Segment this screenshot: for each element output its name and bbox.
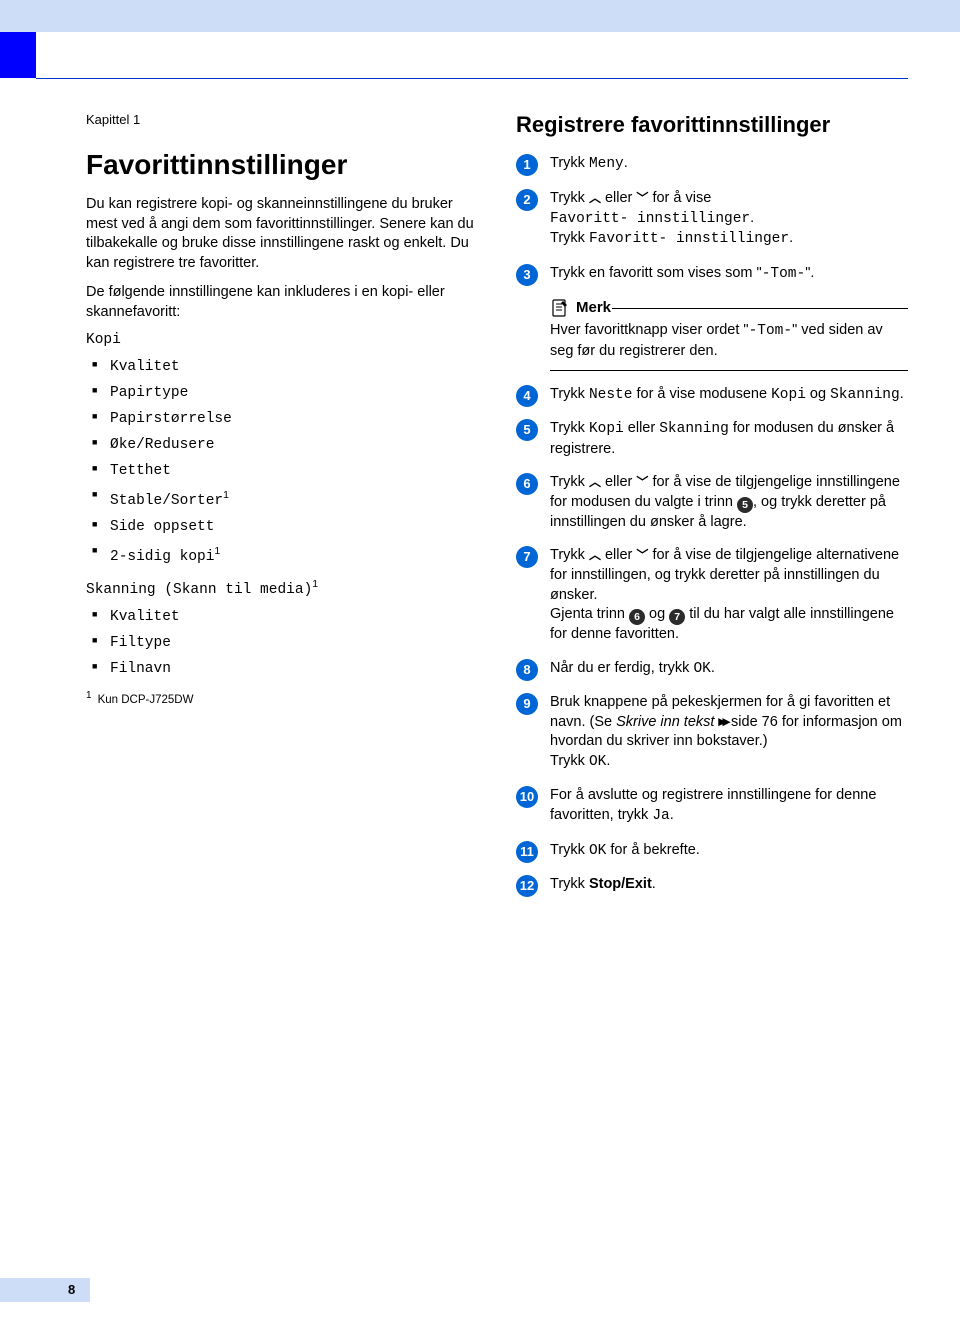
note-label: Merk — [576, 298, 611, 318]
chevron-down-icon: ﹀ — [636, 549, 648, 561]
step-12: Trykk Stop/Exit. — [516, 875, 908, 895]
step-1: Trykk Meny. — [516, 154, 908, 175]
right-column: Registrere favorittinnstillinger Trykk M… — [516, 112, 908, 909]
header-bar — [0, 0, 960, 32]
list-item: Stable/Sorter1 — [86, 484, 478, 514]
list-item: 2-sidig kopi1 — [86, 540, 478, 570]
kopi-list: Kvalitet Papirtype Papirstørrelse Øke/Re… — [86, 354, 478, 570]
intro-para-2: De følgende innstillingene kan inkludere… — [86, 283, 478, 322]
left-title: Favorittinnstillinger — [86, 149, 478, 181]
list-item: Tetthet — [86, 458, 478, 484]
skann-list: Kvalitet Filtype Filnavn — [86, 604, 478, 682]
step-4: Trykk Neste for å vise modusene Kopi og … — [516, 385, 908, 406]
steps-list-continued: Trykk Neste for å vise modusene Kopi og … — [516, 385, 908, 895]
chevron-down-icon: ﹀ — [636, 476, 648, 488]
list-item: Papirstørrelse — [86, 406, 478, 432]
chevron-up-icon: ︿ — [589, 192, 601, 204]
chevron-up-icon: ︿ — [589, 549, 601, 561]
step-9: Bruk knappene på pekeskjermen for å gi f… — [516, 693, 908, 772]
list-item: Filtype — [86, 630, 478, 656]
step-8: Når du er ferdig, trykk OK. — [516, 659, 908, 680]
list-item: Filnavn — [86, 656, 478, 682]
chapter-label: Kapittel 1 — [86, 112, 478, 127]
footnote: 1Kun DCP-J725DW — [86, 690, 478, 706]
kopi-label: Kopi — [86, 332, 478, 348]
content-area: Kapittel 1 Favorittinnstillinger Du kan … — [86, 112, 908, 909]
step-11: Trykk OK for å bekrefte. — [516, 841, 908, 862]
double-chevron-icon: ▸▸ — [718, 714, 727, 730]
step-7: Trykk ︿ eller ﹀ for å vise de tilgjengel… — [516, 546, 908, 644]
header-rule — [36, 78, 908, 79]
side-tab — [0, 32, 36, 78]
list-item: Side oppsett — [86, 514, 478, 540]
list-item: Kvalitet — [86, 604, 478, 630]
chevron-up-icon: ︿ — [589, 476, 601, 488]
step-5: Trykk Kopi eller Skanning for modusen du… — [516, 419, 908, 459]
inline-step-ref: 5 — [737, 497, 753, 513]
right-title: Registrere favorittinnstillinger — [516, 112, 908, 138]
note-text: Hver favorittknapp viser ordet "-Tom-" v… — [550, 321, 908, 361]
page-number: 8 — [0, 1278, 90, 1302]
step-3: Trykk en favoritt som vises som "-Tom-". — [516, 264, 908, 285]
note-icon — [550, 298, 570, 318]
step-10: For å avslutte og registrere innstilling… — [516, 786, 908, 826]
list-item: Papirtype — [86, 380, 478, 406]
list-item: Kvalitet — [86, 354, 478, 380]
chevron-down-icon: ﹀ — [636, 192, 648, 204]
note-box: Merk Hver favorittknapp viser ordet "-To… — [550, 298, 908, 370]
left-column: Kapittel 1 Favorittinnstillinger Du kan … — [86, 112, 478, 909]
step-2: Trykk ︿ eller ﹀ for å vise Favoritt- inn… — [516, 189, 908, 250]
skanning-label: Skanning (Skann til media)1 — [86, 578, 478, 598]
inline-step-ref: 6 — [629, 609, 645, 625]
list-item: Øke/Redusere — [86, 432, 478, 458]
intro-para-1: Du kan registrere kopi- og skanneinnstil… — [86, 195, 478, 273]
step-6: Trykk ︿ eller ﹀ for å vise de tilgjengel… — [516, 473, 908, 532]
steps-list: Trykk Meny. Trykk ︿ eller ﹀ for å vise F… — [516, 154, 908, 284]
inline-step-ref: 7 — [669, 609, 685, 625]
